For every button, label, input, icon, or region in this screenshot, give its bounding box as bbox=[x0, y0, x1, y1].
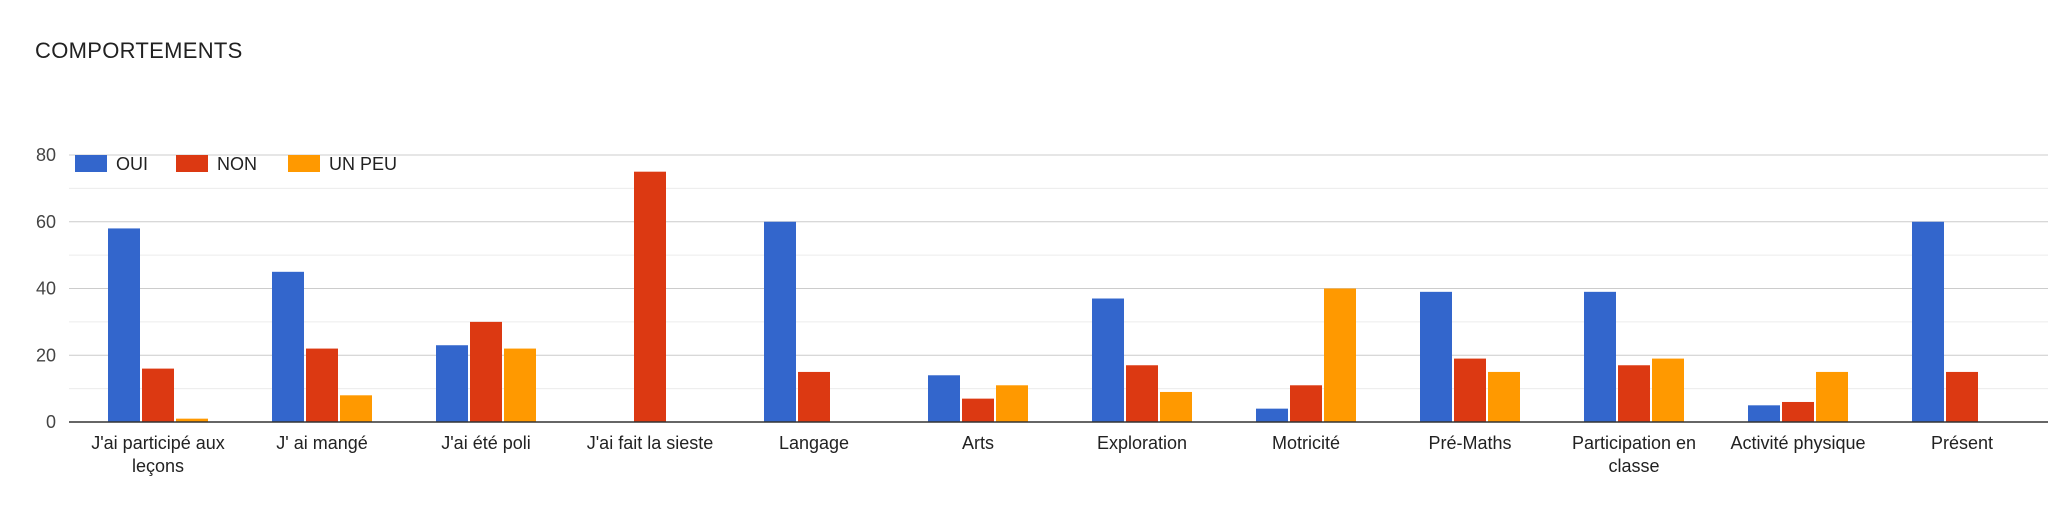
x-tick-label: Pré-Maths bbox=[1428, 433, 1511, 453]
bar-non[interactable] bbox=[470, 321, 502, 422]
bar-un-peu[interactable] bbox=[340, 395, 372, 422]
x-tick-label: classe bbox=[1608, 456, 1659, 476]
bar-oui[interactable] bbox=[1748, 405, 1780, 422]
bar-oui[interactable] bbox=[764, 221, 796, 422]
bar-un-peu[interactable] bbox=[1652, 358, 1684, 422]
x-tick-label: Arts bbox=[962, 433, 994, 453]
y-tick-label: 40 bbox=[36, 279, 56, 299]
bar-un-peu[interactable] bbox=[1816, 371, 1848, 422]
bar-un-peu[interactable] bbox=[996, 385, 1028, 422]
x-tick-label: leçons bbox=[132, 456, 184, 476]
bar-non[interactable] bbox=[1946, 371, 1978, 422]
x-tick-label: Langage bbox=[779, 433, 849, 453]
x-tick-label: J'ai été poli bbox=[441, 433, 531, 453]
bar-non[interactable] bbox=[1454, 358, 1486, 422]
bar-oui[interactable] bbox=[1092, 298, 1124, 422]
bar-non[interactable] bbox=[1290, 385, 1322, 422]
y-tick-label: 80 bbox=[36, 145, 56, 165]
x-tick-label: J' ai mangé bbox=[276, 433, 368, 453]
x-tick-label: Exploration bbox=[1097, 433, 1187, 453]
axes: 0 20 40 60 80 bbox=[36, 145, 2048, 432]
bar-non[interactable] bbox=[634, 171, 666, 422]
bar-non[interactable] bbox=[142, 368, 174, 422]
chart-title: COMPORTEMENTS bbox=[35, 38, 243, 63]
bar-un-peu[interactable] bbox=[1488, 371, 1520, 422]
bar-un-peu[interactable] bbox=[1324, 288, 1356, 423]
legend-label: UN PEU bbox=[329, 154, 397, 174]
legend-swatch bbox=[176, 155, 208, 172]
bar-non[interactable] bbox=[1618, 365, 1650, 422]
gridlines bbox=[69, 154, 2048, 390]
x-tick-label: Participation en bbox=[1572, 433, 1696, 453]
bar-oui[interactable] bbox=[436, 345, 468, 422]
bar-oui[interactable] bbox=[1584, 291, 1616, 422]
bar-non[interactable] bbox=[1126, 365, 1158, 422]
x-tick-label: Activité physique bbox=[1730, 433, 1865, 453]
x-tick-label: J'ai fait la sieste bbox=[587, 433, 714, 453]
legend-label: NON bbox=[217, 154, 257, 174]
bar-non[interactable] bbox=[962, 398, 994, 422]
bars bbox=[108, 171, 1978, 423]
legend-swatch bbox=[75, 155, 107, 172]
bar-un-peu[interactable] bbox=[1160, 391, 1192, 422]
y-tick-label: 60 bbox=[36, 212, 56, 232]
x-tick-label: Présent bbox=[1931, 433, 1993, 453]
legend[interactable]: OUI NON UN PEU bbox=[75, 154, 397, 174]
bar-oui[interactable] bbox=[928, 375, 960, 422]
bar-oui[interactable] bbox=[108, 228, 140, 422]
bar-oui[interactable] bbox=[1420, 291, 1452, 422]
bar-non[interactable] bbox=[798, 371, 830, 422]
y-tick-label: 0 bbox=[46, 412, 56, 432]
bar-oui[interactable] bbox=[1256, 408, 1288, 422]
bar-oui[interactable] bbox=[1912, 221, 1944, 422]
bar-non[interactable] bbox=[306, 348, 338, 422]
x-tick-label: J'ai participé aux bbox=[91, 433, 225, 453]
bar-un-peu[interactable] bbox=[504, 348, 536, 422]
legend-swatch bbox=[288, 155, 320, 172]
x-tick-label: Motricité bbox=[1272, 433, 1340, 453]
bar-oui[interactable] bbox=[272, 271, 304, 422]
bar-non[interactable] bbox=[1782, 401, 1814, 422]
y-tick-label: 20 bbox=[36, 345, 56, 365]
category-labels: J'ai participé aux leçons J' ai mangé J'ai … bbox=[91, 433, 1993, 476]
legend-label: OUI bbox=[116, 154, 148, 174]
bar-un-peu[interactable] bbox=[176, 418, 208, 422]
